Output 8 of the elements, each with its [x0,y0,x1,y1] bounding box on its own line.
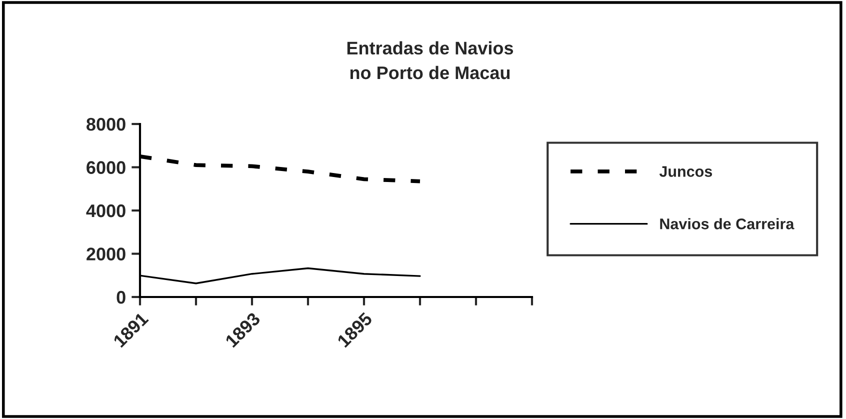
y-tick-label: 4000 [86,204,126,218]
y-tick-label: 6000 [86,161,126,174]
legend-label: Navios de Carreira [660,218,794,230]
legend-label: Juncos [659,166,712,177]
y-tick-label: 2000 [86,248,126,260]
y-tick-label: 0 [116,290,126,304]
y-tick-label: 8000 [86,118,126,131]
chart-title: Entradas de Navios no Porto de Macau [347,41,514,80]
